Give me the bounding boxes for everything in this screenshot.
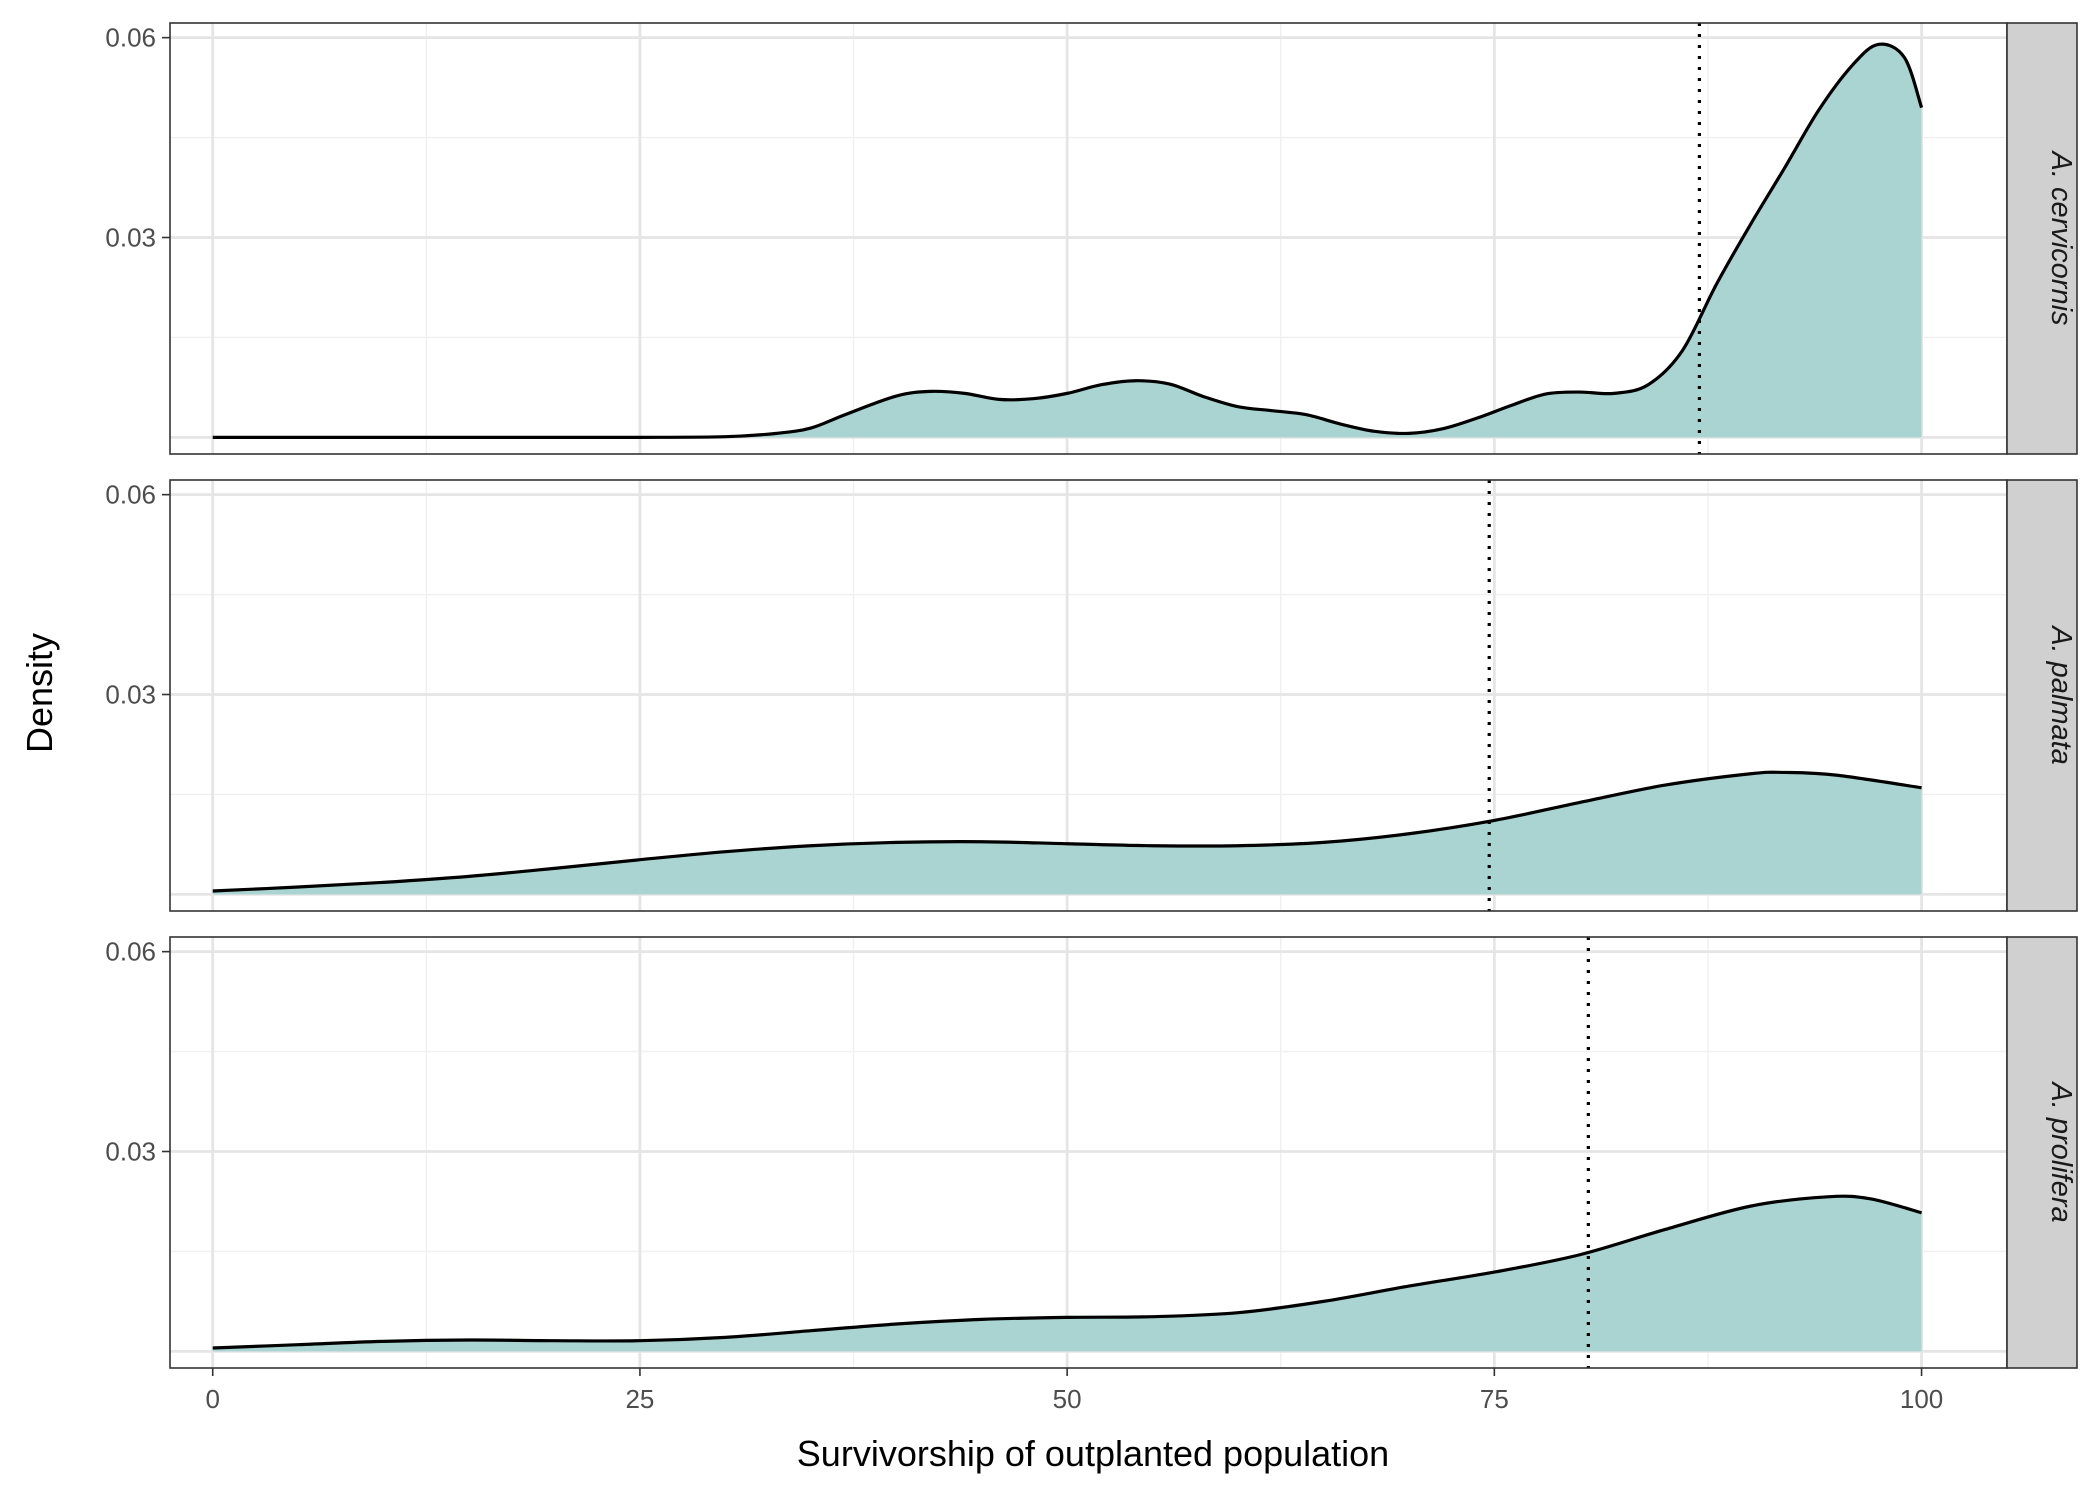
x-tick-label: 25 [625, 1384, 654, 1414]
facet-panel: 0.03 0.06 A. cervicornis [105, 22, 2078, 455]
y-tick-label: 0.03 [105, 1137, 156, 1167]
y-tick-label: 0.03 [105, 680, 156, 710]
y-tick-label: 0.06 [105, 937, 156, 967]
x-tick-label: 50 [1053, 1384, 1082, 1414]
facet-strip [2006, 479, 2078, 912]
y-tick-label: 0.06 [105, 23, 156, 53]
density-line [212, 770, 1922, 893]
facet-strip-label: A. cervicornis [2045, 149, 2077, 325]
density-area [212, 772, 1922, 895]
x-axis-title: Survivorship of outplanted population [797, 1433, 1389, 1474]
y-axis-title: Density [19, 633, 60, 753]
x-tick-label: 100 [1900, 1384, 1943, 1414]
density-line [212, 1194, 1922, 1350]
x-tick-label: 75 [1480, 1384, 1509, 1414]
facet-strip-label: A. palmata [2045, 624, 2077, 765]
facet-strip [2006, 936, 2078, 1369]
density-area [212, 1196, 1922, 1352]
facet-panel: 0.03 0.06 A. prolifera [105, 936, 2078, 1369]
x-axis: 0 25 50 75 100 [205, 1368, 1943, 1414]
density-area [212, 44, 1922, 438]
x-tick-label: 0 [205, 1384, 219, 1414]
y-tick-label: 0.06 [105, 480, 156, 510]
density-line [212, 42, 1924, 439]
facet-panel: 0.03 0.06 A. palmata [105, 479, 2078, 912]
y-tick-label: 0.03 [105, 223, 156, 253]
facet-strip [2006, 22, 2078, 455]
facet-strip-label: A. prolifera [2045, 1080, 2077, 1222]
facet-panels: 0.03 0.06 A. cervicornis 0.03 0.06 A. palmata… [105, 22, 2078, 1369]
